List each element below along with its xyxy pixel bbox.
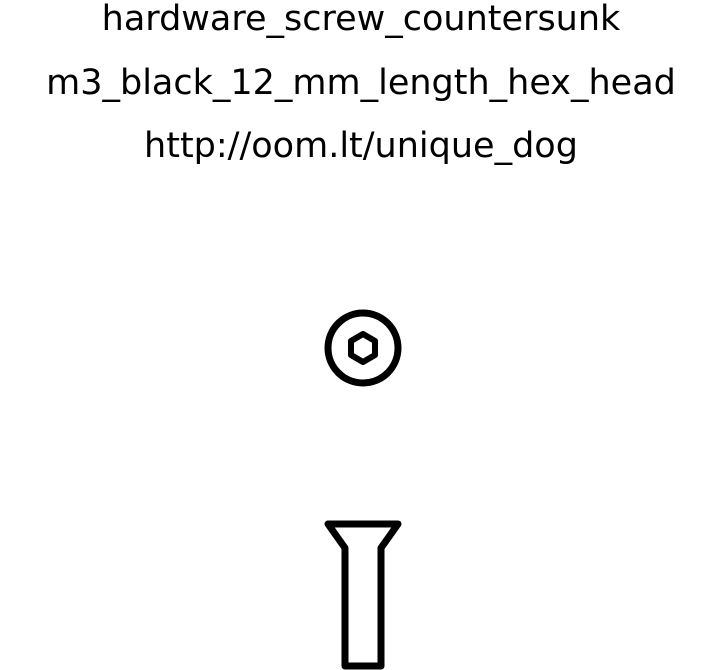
screw-side-view-icon — [324, 520, 402, 670]
head-outer-circle — [324, 309, 402, 387]
hex-socket — [348, 331, 378, 365]
screw-head-top-view-icon — [324, 309, 402, 387]
screw-profile — [324, 520, 402, 670]
part-url-label: http://oom.lt/unique_dog — [144, 126, 578, 166]
part-spec-label: m3_black_12_mm_length_hex_head — [46, 63, 676, 103]
part-name-label: hardware_screw_countersunk — [101, 0, 621, 39]
